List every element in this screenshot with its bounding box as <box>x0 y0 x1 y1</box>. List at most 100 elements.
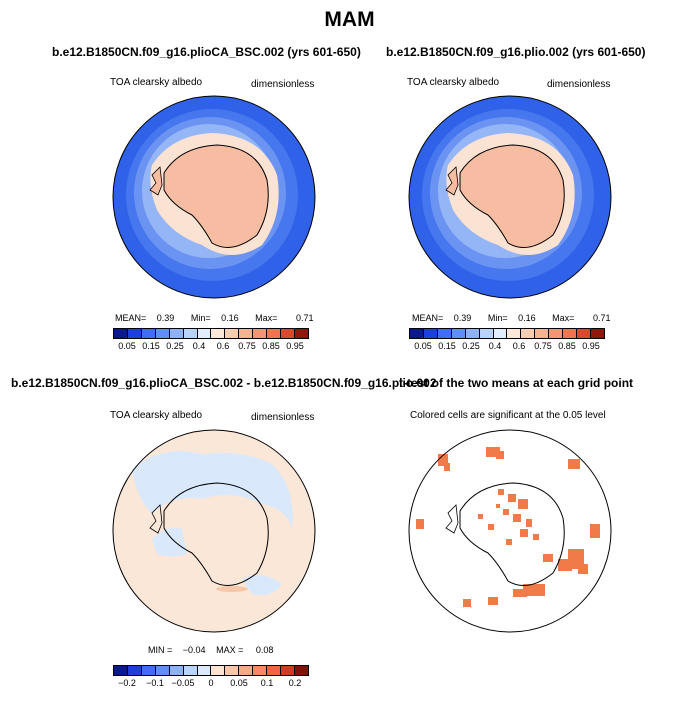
units-label-bottom-left: dimensionless <box>251 412 315 423</box>
colorbar-swatch <box>239 329 254 338</box>
colorbar-swatch <box>253 666 268 675</box>
colorbar-swatch <box>423 329 438 338</box>
colorbar-swatch <box>465 329 480 338</box>
colorbar-swatch <box>521 329 536 338</box>
colorbar-swatch <box>141 666 156 675</box>
colorbar-swatch <box>563 329 578 338</box>
panel-title-bottom-right: t-test of the two means at each grid poi… <box>399 376 634 390</box>
colorbar-labels-top-left: 0.05 0.15 0.25 0.4 0.6 0.75 0.85 0.95 <box>113 341 309 353</box>
colorbar-tick-label: 0.6 <box>512 341 526 351</box>
min-label: Min= <box>487 313 508 323</box>
colorbar-tick-label: 0 <box>208 678 214 688</box>
colorbar-tick-label: 0.05 <box>230 678 248 688</box>
colorbar-swatch <box>294 666 308 675</box>
colorbar-swatch <box>127 666 142 675</box>
variable-label-bottom-left: TOA clearsky albedo <box>110 410 203 421</box>
colorbar-tick-label: 0.25 <box>462 341 480 351</box>
colorbar-swatch <box>267 329 282 338</box>
colorbar-swatch <box>253 329 268 338</box>
colorbar-tick-label: 0.2 <box>288 678 302 688</box>
colorbar-bottom-left <box>113 665 309 676</box>
colorbar-tick-label: 0.15 <box>438 341 456 351</box>
max-label: MAX = <box>216 645 244 655</box>
polar-map-top-right <box>408 95 612 299</box>
colorbar-swatch <box>267 666 282 675</box>
colorbar-labels-bottom-left: −0.2 −0.1 −0.05 0 0.05 0.1 0.2 <box>113 678 309 690</box>
min-label: MIN = <box>148 645 173 655</box>
colorbar-swatch <box>281 666 295 675</box>
colorbar-labels-top-right: 0.05 0.15 0.25 0.4 0.6 0.75 0.85 0.95 <box>409 341 605 353</box>
colorbar-swatch <box>225 329 240 338</box>
colorbar-swatch <box>451 329 466 338</box>
mean-label: MEAN= <box>412 313 444 323</box>
colorbar-swatch <box>479 329 494 338</box>
colorbar-tick-label: 0.1 <box>260 678 274 688</box>
colorbar-swatch <box>549 329 564 338</box>
colorbar-tick-label: 0.05 <box>118 341 136 351</box>
colorbar-tick-label: 0.15 <box>142 341 160 351</box>
colorbar-tick-label: −0.2 <box>118 678 136 688</box>
colorbar-swatch <box>169 329 184 338</box>
colorbar-tick-label: 0.25 <box>166 341 184 351</box>
colorbar-swatch <box>197 329 212 338</box>
colorbar-tick-label: 0.85 <box>558 341 576 351</box>
colorbar-swatch <box>437 329 452 338</box>
colorbar-swatch <box>114 329 128 338</box>
polar-map-bottom-right <box>408 429 612 633</box>
colorbar-swatch <box>141 329 156 338</box>
panel-title-top-left: b.e12.B1850CN.f09_g16.plioCA_BSC.002 (yr… <box>52 45 361 59</box>
mean-value: 0.39 <box>453 313 472 323</box>
colorbar-swatch <box>211 329 226 338</box>
colorbar-swatch <box>183 329 198 338</box>
colorbar-tick-label: 0.6 <box>216 341 230 351</box>
colorbar-swatch <box>169 666 184 675</box>
colorbar-swatch <box>281 329 295 338</box>
colorbar-tick-label: 0.4 <box>488 341 502 351</box>
max-value: 0.71 <box>592 313 611 323</box>
colorbar-swatch <box>127 329 142 338</box>
colorbar-swatch <box>590 329 604 338</box>
mean-label: MEAN= <box>115 313 147 323</box>
colorbar-swatch <box>114 666 128 675</box>
colorbar-swatch <box>535 329 550 338</box>
colorbar-tick-label: 0.85 <box>262 341 280 351</box>
colorbar-tick-label: 0.05 <box>414 341 432 351</box>
colorbar-swatch <box>410 329 424 338</box>
colorbar-tick-label: 0.95 <box>286 341 304 351</box>
units-label-top-left: dimensionless <box>251 79 315 90</box>
variable-label-top-left: TOA clearsky albedo <box>110 77 203 88</box>
max-label: Max= <box>255 313 278 323</box>
colorbar-tick-label: −0.1 <box>146 678 164 688</box>
colorbar-swatch <box>225 666 240 675</box>
max-value: 0.71 <box>295 313 314 323</box>
colorbar-swatch <box>239 666 254 675</box>
polar-map-bottom-left <box>112 429 316 633</box>
stats-row-top-left: MEAN= 0.39 Min= 0.16 Max= 0.71 <box>115 313 313 323</box>
colorbar-swatch <box>493 329 508 338</box>
significance-note: Colored cells are significant at the 0.0… <box>410 410 606 421</box>
panel-title-top-right: b.e12.B1850CN.f09_g16.plio.002 (yrs 601-… <box>386 45 646 59</box>
colorbar-tick-label: 0.4 <box>192 341 206 351</box>
colorbar-swatch <box>183 666 198 675</box>
colorbar-top-right <box>409 328 605 339</box>
colorbar-swatch <box>577 329 591 338</box>
colorbar-swatch <box>211 666 226 675</box>
units-label-top-right: dimensionless <box>547 79 611 90</box>
panel-title-bottom-left: b.e12.B1850CN.f09_g16.plioCA_BSC.002 - b… <box>11 376 437 390</box>
colorbar-tick-label: 0.75 <box>534 341 552 351</box>
colorbar-tick-label: 0.75 <box>238 341 256 351</box>
min-value: −0.04 <box>182 645 206 655</box>
variable-label-top-right: TOA clearsky albedo <box>407 77 500 88</box>
colorbar-top-left <box>113 328 309 339</box>
max-value: 0.08 <box>255 645 274 655</box>
stats-row-top-right: MEAN= 0.39 Min= 0.16 Max= 0.71 <box>412 313 610 323</box>
colorbar-swatch <box>155 329 170 338</box>
colorbar-tick-label: −0.05 <box>171 678 195 688</box>
colorbar-swatch <box>197 666 212 675</box>
min-label: Min= <box>190 313 211 323</box>
max-label: Max= <box>552 313 575 323</box>
colorbar-swatch <box>294 329 308 338</box>
min-value: 0.16 <box>221 313 239 323</box>
min-value: 0.16 <box>518 313 536 323</box>
colorbar-swatch <box>155 666 170 675</box>
